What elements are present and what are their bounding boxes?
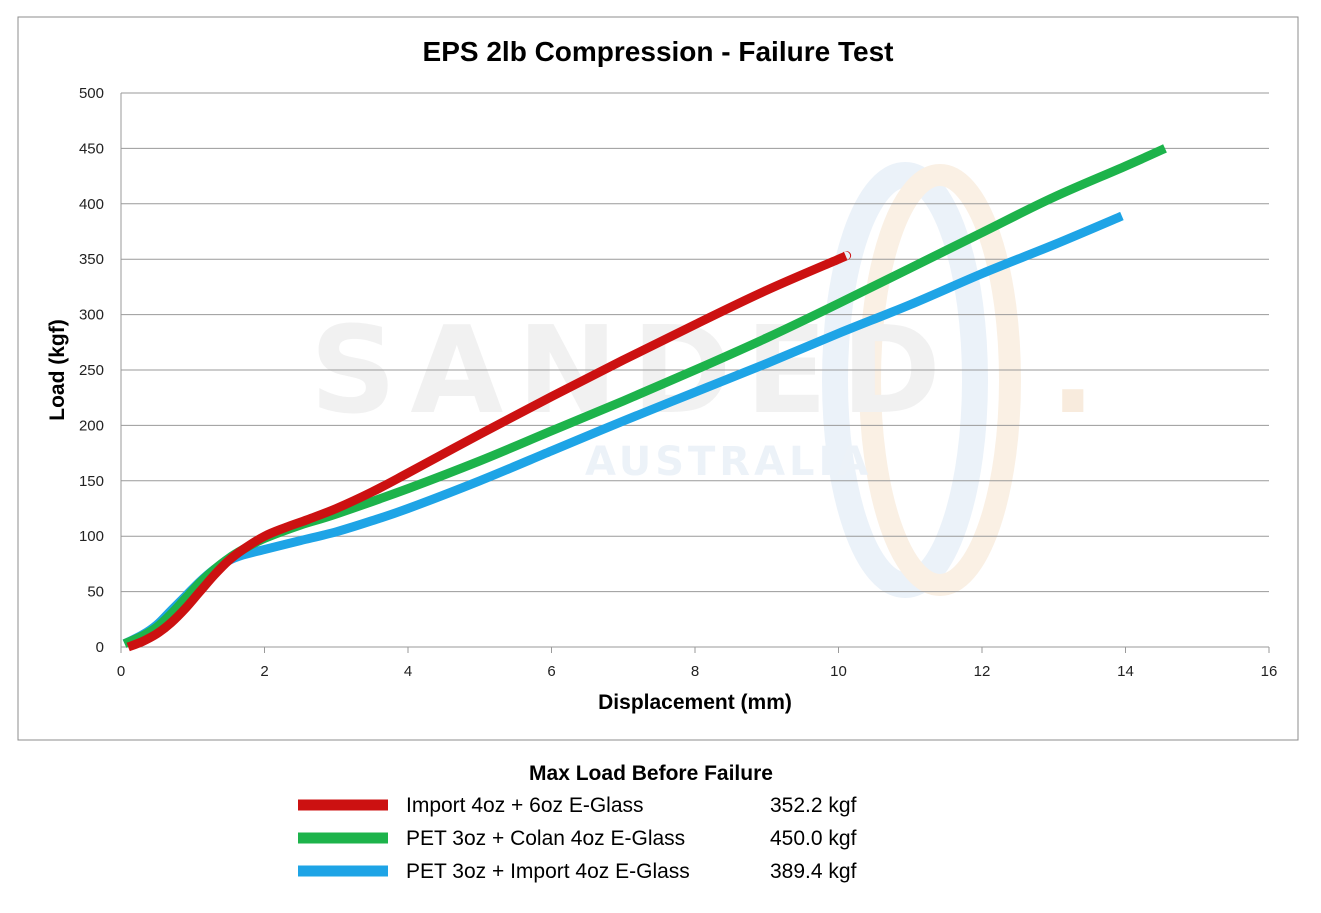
watermark: SANDED . AUSTRALIA: [310, 162, 1096, 598]
watermark-ring-orange: [859, 164, 1021, 596]
y-tick-label: 500: [79, 85, 104, 102]
watermark-dot: .: [1050, 302, 1096, 441]
x-tick-label: 8: [691, 663, 699, 680]
legend-title: Max Load Before Failure: [529, 762, 773, 785]
legend-value-pet-import: 389.4 kgf: [770, 860, 857, 883]
x-tick-label: 2: [260, 663, 268, 680]
x-tick-label: 10: [830, 663, 847, 680]
axes: 0 50 100 150 200 250 300 350 400 450 500 0 2 4 6 8 10 12 1…: [79, 85, 1277, 680]
x-tick-label: 6: [547, 663, 555, 680]
x-axis-title: Displacement (mm): [598, 691, 792, 714]
series-line-import-4oz-6oz: [126, 251, 852, 652]
legend-value-pet-colan: 450.0 kgf: [770, 827, 857, 850]
series-group: [122, 144, 1167, 652]
x-tick-label: 16: [1261, 663, 1278, 680]
y-tick-label: 100: [79, 528, 104, 545]
x-tick-label: 14: [1117, 663, 1134, 680]
y-tick-label: 200: [79, 417, 104, 434]
series-line-pet-colan: [122, 144, 1167, 648]
x-tick-label: 4: [404, 663, 412, 680]
y-tick-label: 350: [79, 251, 104, 268]
legend: Max Load Before Failure Import 4oz + 6oz…: [298, 762, 857, 883]
y-tick-label: 400: [79, 196, 104, 213]
legend-value-import-4oz-6oz: 352.2 kgf: [770, 794, 857, 817]
y-tick-label: 300: [79, 307, 104, 324]
y-tick-label: 50: [87, 584, 104, 601]
y-axis-title: Load (kgf): [46, 319, 69, 420]
legend-label-import-4oz-6oz: Import 4oz + 6oz E-Glass: [406, 794, 644, 817]
y-tick-label: 450: [79, 140, 104, 157]
watermark-subtext: AUSTRALIA: [585, 439, 872, 485]
y-tick-label: 150: [79, 473, 104, 490]
chart-title: EPS 2lb Compression - Failure Test: [423, 36, 894, 67]
chart-frame: [17, 16, 1299, 741]
watermark-ring-blue: [822, 162, 988, 598]
x-tick-label: 12: [974, 663, 991, 680]
y-tick-label: 250: [79, 362, 104, 379]
legend-label-pet-import: PET 3oz + Import 4oz E-Glass: [406, 860, 690, 883]
legend-label-pet-colan: PET 3oz + Colan 4oz E-Glass: [406, 827, 685, 850]
y-tick-label: 0: [96, 639, 104, 656]
x-tick-label: 0: [117, 663, 125, 680]
